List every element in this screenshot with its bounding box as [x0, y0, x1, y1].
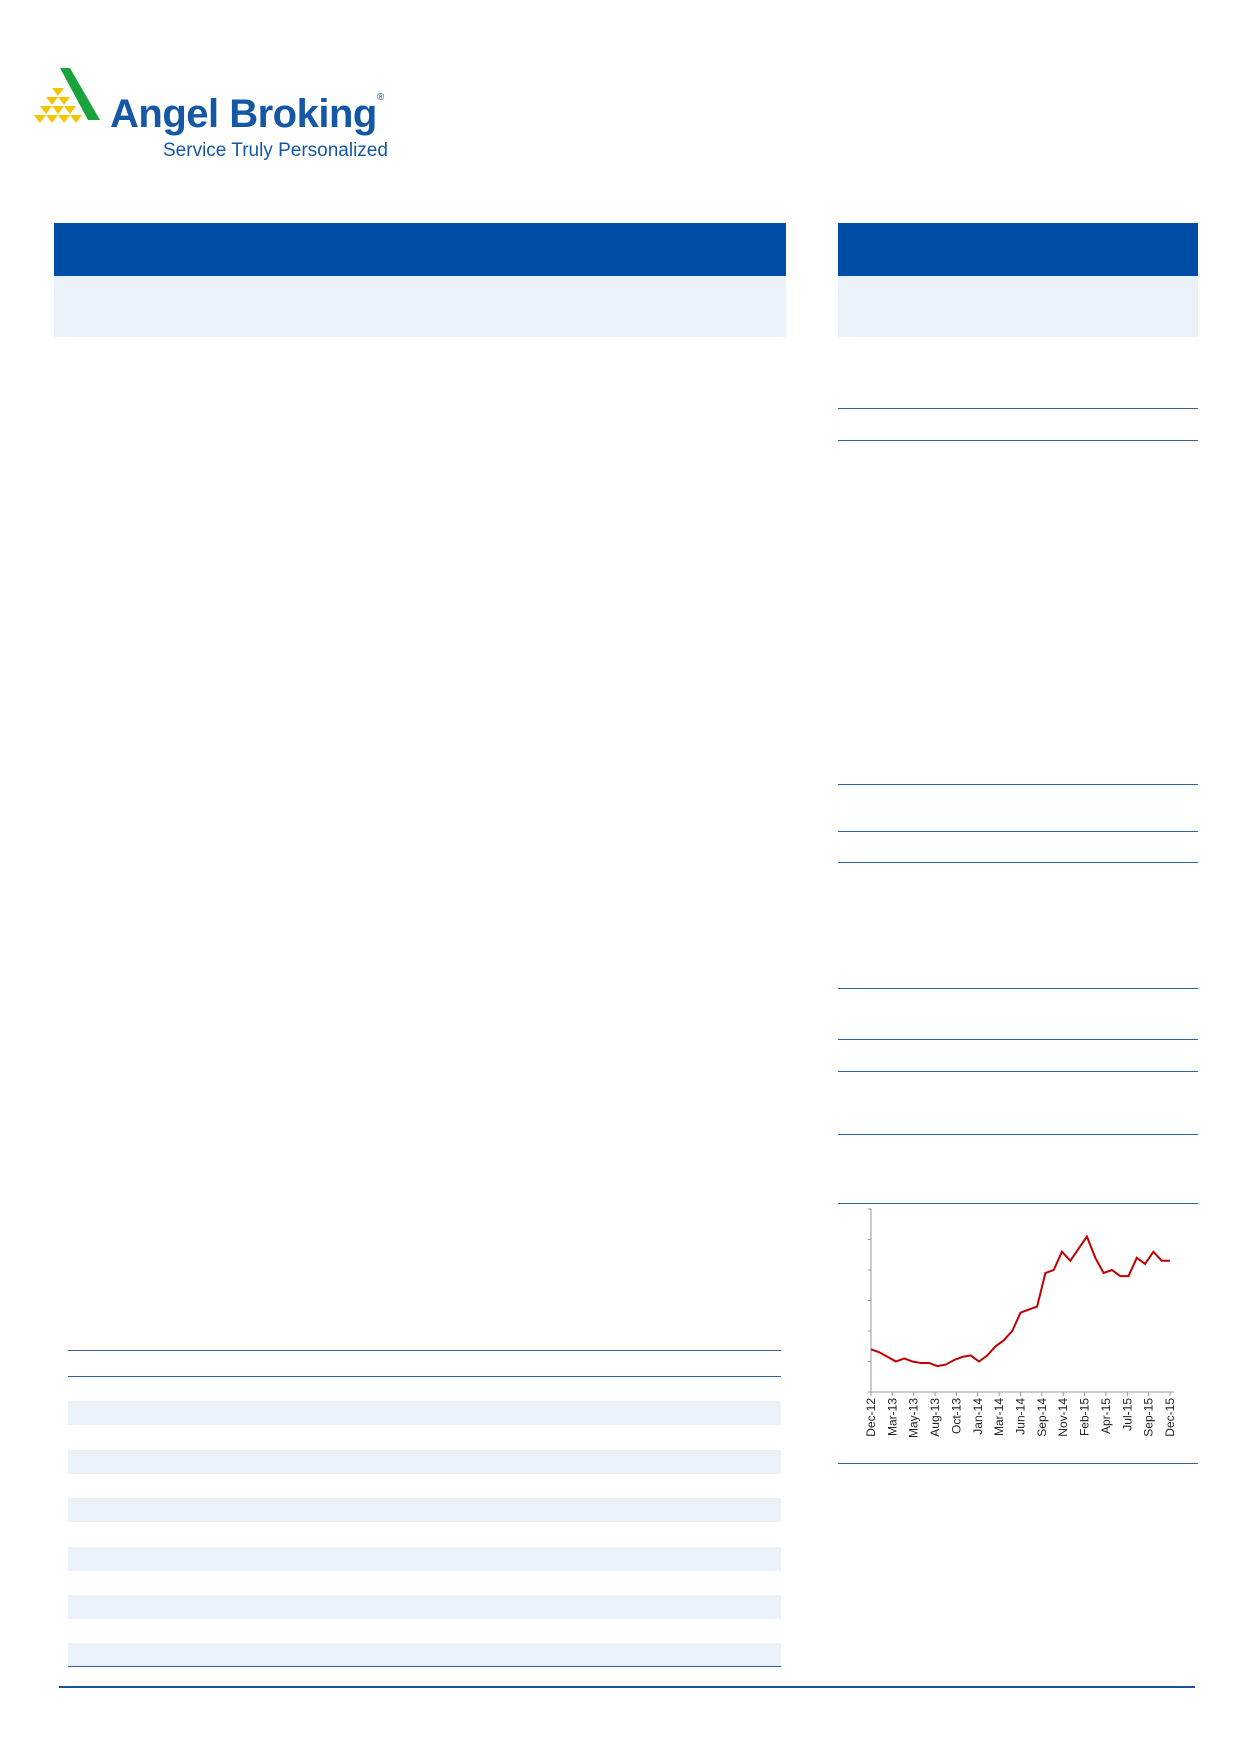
x-tick-label: Oct-13 — [949, 1398, 963, 1434]
table-top-rule — [68, 1350, 781, 1351]
x-tick-label: Mar-14 — [992, 1398, 1006, 1436]
table-row — [68, 1401, 781, 1425]
divider — [838, 988, 1198, 989]
divider — [838, 1203, 1198, 1204]
side-subheader-band — [838, 276, 1198, 337]
main-subheader-band — [54, 276, 786, 337]
divider — [838, 408, 1198, 409]
table-row — [68, 1595, 781, 1619]
x-tick-label: Feb-15 — [1078, 1398, 1092, 1436]
divider — [838, 862, 1198, 863]
price-chart: Dec-12 Mar-13 May-13 Aug-13 Oct-13 Jan-14 Mar-… — [864, 1208, 1177, 1438]
x-tick-label: Mar-13 — [885, 1398, 899, 1436]
x-tick-label: Sep-14 — [1035, 1398, 1049, 1437]
x-tick-label: Sep-15 — [1142, 1398, 1156, 1437]
divider — [838, 1039, 1198, 1040]
table-header-rule — [68, 1376, 781, 1377]
table-row — [68, 1547, 781, 1571]
x-tick-label: Jul-15 — [1120, 1398, 1134, 1431]
divider — [838, 440, 1198, 441]
logo-name: Angel Broking® — [110, 92, 384, 136]
table-row — [68, 1643, 781, 1667]
side-header-bar — [838, 223, 1198, 276]
main-header-bar — [54, 223, 786, 276]
x-tick-label: Dec-15 — [1163, 1398, 1177, 1437]
table-row — [68, 1498, 781, 1522]
price-series-line — [870, 1234, 1170, 1368]
x-tick-label: Jun-14 — [1014, 1398, 1028, 1435]
divider — [838, 1463, 1198, 1464]
divider — [838, 784, 1198, 785]
footer-rule — [59, 1686, 1195, 1688]
logo-mark-icon — [34, 68, 100, 123]
divider — [838, 1134, 1198, 1135]
x-tick-label: May-13 — [907, 1398, 921, 1438]
table-bottom-rule — [68, 1666, 781, 1667]
x-tick-label: Jan-14 — [971, 1398, 985, 1435]
divider — [838, 831, 1198, 832]
x-tick-label: Aug-13 — [928, 1398, 942, 1437]
table-row — [68, 1450, 781, 1474]
logo — [30, 60, 390, 170]
x-tick-label: Dec-12 — [864, 1398, 878, 1437]
logo-tagline: Service Truly Personalized — [163, 140, 388, 161]
x-tick-label: Apr-15 — [1099, 1398, 1113, 1434]
x-tick-label: Nov-14 — [1056, 1398, 1070, 1437]
divider — [838, 1071, 1198, 1072]
